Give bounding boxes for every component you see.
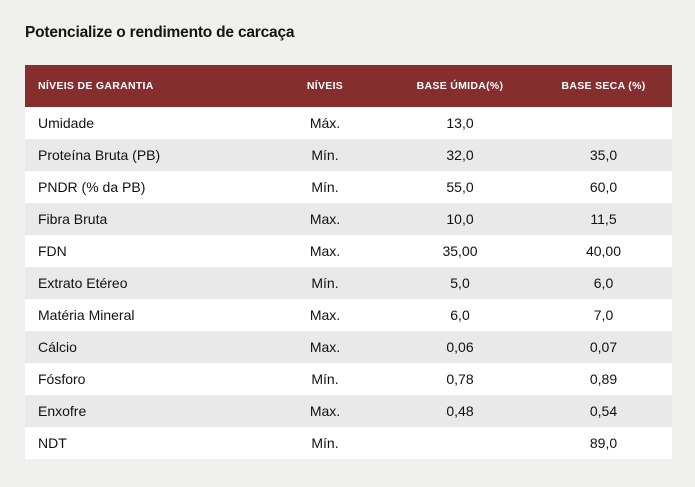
cell-base-umida: 0,48 — [446, 403, 474, 419]
cell-nivel: Max. — [309, 211, 341, 227]
cell-base-seca: 11,5 — [590, 211, 617, 227]
table-row: Extrato Etéreo Mín. 5,0 6,0 — [25, 267, 672, 299]
cell-base-umida: 0,78 — [446, 371, 474, 387]
cell-nivel: Mín. — [311, 275, 339, 291]
table-row: Fósforo Mín. 0,78 0,89 — [25, 363, 672, 395]
cell-base-seca: 0,54 — [589, 403, 618, 419]
cell-base-umida — [385, 427, 535, 459]
cell-base-seca: 35,0 — [589, 147, 618, 163]
cell-label: Extrato Etéreo — [38, 275, 128, 291]
header-cell-base-seca: BASE SECA (%) — [561, 80, 646, 92]
cell-base-seca: 0,89 — [589, 371, 618, 387]
cell-nivel: Max. — [309, 339, 341, 355]
cell-base-umida: 13,0 — [446, 115, 474, 131]
table-row: Proteína Bruta (PB) Mín. 32,0 35,0 — [25, 139, 672, 171]
cell-nivel: Mín. — [311, 179, 339, 195]
cell-nivel: Mín. — [311, 435, 339, 451]
cell-base-seca: 6,0 — [593, 275, 614, 291]
table-row: Cálcio Max. 0,06 0,07 — [25, 331, 672, 363]
page-title: Potencialize o rendimento de carcaça — [25, 24, 295, 41]
cell-base-seca: 0,07 — [589, 339, 618, 355]
guarantee-levels-table: NÍVEIS DE GARANTIA NÍVEIS BASE ÚMIDA(%) … — [25, 65, 672, 459]
cell-label: Enxofre — [38, 403, 87, 419]
header-cell-niveis-de-garantia: NÍVEIS DE GARANTIA — [38, 80, 154, 92]
table-row: Matéria Mineral Max. 6,0 7,0 — [25, 299, 672, 331]
cell-base-umida: 6,0 — [450, 307, 470, 323]
cell-nivel: Max. — [309, 307, 341, 323]
cell-nivel: Max. — [309, 403, 341, 419]
table-row: Umidade Máx. 13,0 — [25, 107, 672, 139]
table-row: Enxofre Max. 0,48 0,54 — [25, 395, 672, 427]
cell-base-seca: 7,0 — [593, 307, 614, 323]
cell-base-seca: 40,00 — [585, 243, 622, 259]
cell-base-seca: 60,0 — [589, 179, 618, 195]
cell-label: Fibra Bruta — [38, 211, 108, 227]
cell-base-umida: 10,0 — [446, 211, 474, 227]
table-header-row: NÍVEIS DE GARANTIA NÍVEIS BASE ÚMIDA(%) … — [25, 65, 672, 107]
header-cell-niveis: NÍVEIS — [306, 80, 344, 92]
header-cell-base-umida: BASE ÚMIDA(%) — [416, 80, 504, 92]
cell-nivel: Mín. — [311, 371, 339, 387]
cell-base-umida: 55,0 — [446, 179, 474, 195]
cell-label: Matéria Mineral — [38, 307, 135, 323]
cell-label: Cálcio — [38, 339, 77, 355]
cell-nivel: Mín. — [311, 147, 339, 163]
cell-label: PNDR (% da PB) — [38, 179, 146, 195]
cell-base-umida: 35,00 — [442, 243, 478, 259]
cell-base-seca: 89,0 — [589, 435, 618, 451]
cell-base-umida: 0,06 — [446, 339, 474, 355]
cell-nivel: Max. — [309, 243, 341, 259]
cell-base-seca — [535, 107, 672, 139]
cell-label: FDN — [38, 243, 67, 259]
cell-label: NDT — [38, 435, 67, 451]
cell-base-umida: 5,0 — [450, 275, 470, 291]
table-row: NDT Mín. 89,0 — [25, 427, 672, 459]
table-row: PNDR (% da PB) Mín. 55,0 60,0 — [25, 171, 672, 203]
cell-label: Proteína Bruta (PB) — [38, 147, 161, 163]
table-row: FDN Max. 35,00 40,00 — [25, 235, 672, 267]
table-body: Umidade Máx. 13,0 Proteína Bruta (PB) Mí… — [25, 107, 672, 459]
cell-base-umida: 32,0 — [446, 147, 474, 163]
table-row: Fibra Bruta Max. 10,0 11,5 — [25, 203, 672, 235]
cell-label: Fósforo — [38, 371, 86, 387]
cell-nivel: Máx. — [309, 115, 341, 131]
cell-label: Umidade — [38, 115, 95, 131]
